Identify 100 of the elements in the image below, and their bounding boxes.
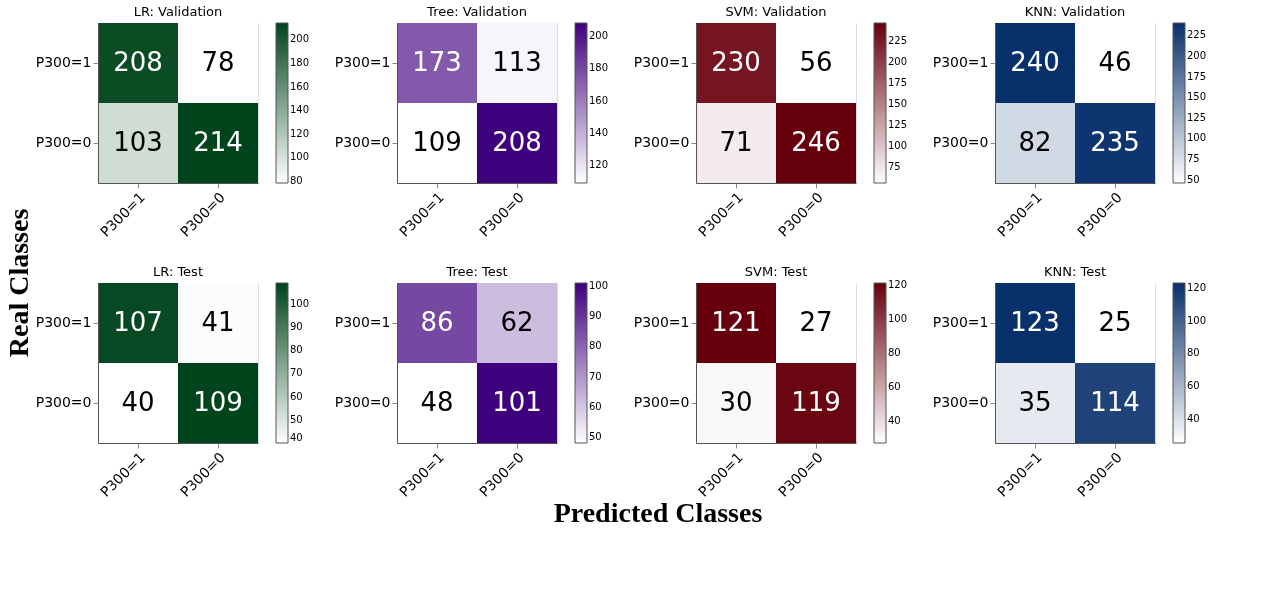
y-tick-label: P300=1	[633, 314, 690, 330]
color-bar-label: 90	[290, 321, 303, 333]
color-bar-label: 60	[1187, 379, 1200, 391]
data-label: 62	[500, 307, 534, 337]
chart-title: LR: Validation	[133, 4, 223, 19]
data-label: 41	[201, 307, 235, 337]
data-label: 121	[711, 307, 761, 337]
color-bar-label: 70	[589, 370, 602, 382]
chart-title: SVM: Validation	[725, 4, 827, 19]
color-bar-label: 175	[888, 76, 908, 88]
data-label: 230	[711, 47, 761, 77]
y-tick-label: P300=0	[633, 394, 690, 410]
data-label: 48	[420, 387, 454, 417]
color-bar-label: 80	[290, 344, 303, 356]
color-bar-label: 80	[1187, 347, 1200, 359]
color-bar-label: 180	[589, 62, 609, 74]
data-label: 86	[420, 307, 454, 337]
color-bar-label: 150	[888, 97, 908, 109]
color-bar-label: 40	[888, 414, 901, 426]
color-bar-label: 200	[589, 29, 609, 41]
data-label: 114	[1090, 387, 1140, 417]
color-bar-label: 175	[1187, 70, 1207, 82]
color-bar-label: 180	[290, 57, 310, 68]
color-bar-label: 225	[1187, 29, 1207, 41]
data-label: 119	[791, 387, 841, 417]
color-bar-label: 225	[888, 34, 908, 46]
x-axis-title: Predicted Classes	[553, 497, 763, 528]
data-label: 113	[492, 47, 542, 77]
color-bar-label: 50	[589, 430, 602, 442]
y-tick-label: P300=1	[35, 314, 92, 330]
data-label: 71	[719, 127, 753, 157]
chart-title: Tree: Validation	[426, 4, 527, 19]
color-bar-label: 120	[888, 278, 908, 290]
color-bar-label: 160	[290, 80, 310, 92]
data-label: 103	[113, 127, 163, 157]
data-label: 40	[121, 387, 155, 417]
color-bar-label: 40	[290, 432, 303, 443]
color-bar-label: 60	[589, 400, 602, 412]
color-bar-label: 80	[589, 340, 602, 352]
color-bar-label: 150	[1187, 91, 1207, 103]
color-bar-label: 50	[1187, 173, 1200, 185]
color-bar-label: 120	[589, 159, 609, 171]
color-bar-label: 140	[589, 126, 609, 138]
data-label: 109	[193, 387, 243, 417]
y-tick-label: P300=1	[932, 314, 989, 330]
chart-title: KNN: Test	[1043, 264, 1107, 279]
color-bar-label: 120	[290, 127, 310, 139]
color-bar-label: 60	[888, 380, 901, 392]
y-tick-label: P300=1	[35, 54, 92, 70]
color-bar-label: 125	[888, 118, 908, 130]
y-tick-label: P300=0	[932, 134, 989, 150]
color-bar-label: 80	[888, 346, 901, 358]
y-tick-label: P300=0	[633, 134, 690, 150]
data-label: 82	[1018, 127, 1052, 157]
data-label: 123	[1010, 307, 1060, 337]
data-label: 235	[1090, 127, 1140, 157]
data-label: 246	[791, 127, 841, 157]
data-label: 30	[719, 387, 753, 417]
y-tick-label: P300=1	[932, 54, 989, 70]
y-tick-label: P300=0	[334, 394, 391, 410]
color-bar-label: 200	[290, 33, 310, 45]
color-bar-label: 125	[1187, 111, 1207, 123]
y-tick-label: P300=0	[35, 134, 92, 150]
color-bar-label: 90	[589, 310, 602, 322]
data-label: 56	[799, 47, 833, 77]
color-bar-label: 100	[290, 297, 310, 309]
data-label: 109	[412, 127, 462, 157]
data-label: 214	[193, 127, 243, 157]
data-label: 107	[113, 307, 163, 337]
chart-title: Tree: Test	[445, 264, 508, 279]
data-label: 101	[492, 387, 542, 417]
data-label: 35	[1018, 387, 1052, 417]
color-bar-label: 100	[1187, 314, 1207, 326]
color-bar-label: 100	[290, 151, 310, 163]
y-tick-label: P300=1	[334, 314, 391, 330]
y-tick-label: P300=0	[35, 394, 92, 410]
color-bar-label: 100	[888, 312, 908, 324]
data-label: 208	[492, 127, 542, 157]
color-bar-label: 75	[888, 161, 901, 172]
y-axis-title: Real Classes	[3, 208, 34, 358]
y-tick-label: P300=0	[334, 134, 391, 150]
color-bar-label: 100	[888, 139, 908, 151]
chart-title: SVM: Test	[744, 264, 808, 279]
y-tick-label: P300=1	[633, 54, 690, 70]
data-label: 173	[412, 47, 462, 77]
color-bar-label: 100	[1187, 132, 1207, 144]
color-bar-label: 60	[290, 390, 303, 402]
data-label: 78	[201, 47, 235, 77]
y-tick-label: P300=1	[334, 54, 391, 70]
data-label: 240	[1010, 47, 1060, 77]
color-bar-label: 75	[1187, 153, 1200, 165]
color-bar-label: 70	[290, 367, 303, 379]
color-bar-label: 160	[589, 94, 609, 106]
data-label: 27	[799, 307, 833, 337]
y-tick-label: P300=0	[932, 394, 989, 410]
color-bar-label: 200	[888, 55, 908, 67]
color-bar-label: 80	[290, 174, 303, 186]
data-label: 46	[1098, 47, 1132, 77]
color-bar-label: 50	[290, 413, 303, 425]
color-bar-label: 140	[290, 104, 310, 116]
